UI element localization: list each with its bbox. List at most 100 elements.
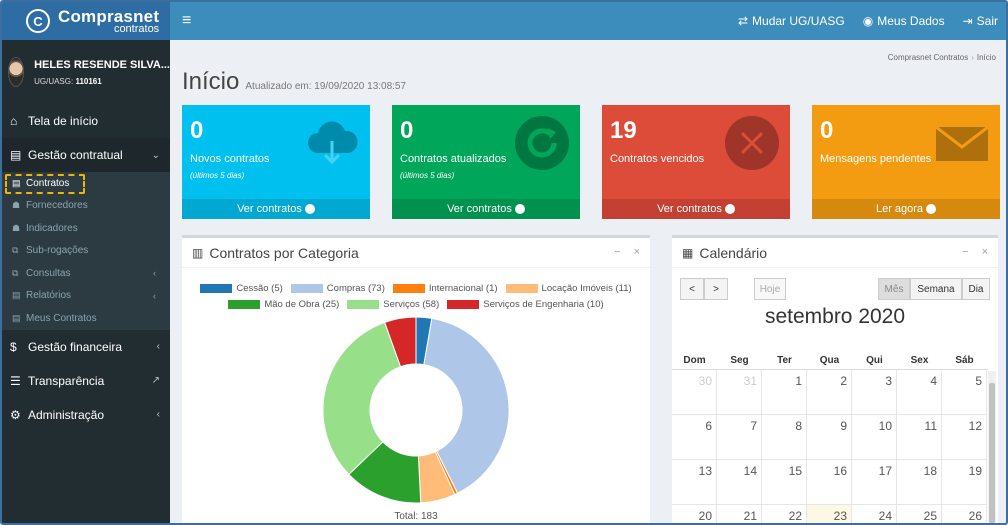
week-view-button[interactable]: Semana: [910, 278, 962, 300]
stat-value: 19: [610, 117, 637, 144]
sidebar-subitem-my-contracts[interactable]: ▤ Meus Contratos: [12, 312, 97, 324]
calendar-day-cell[interactable]: 3: [852, 370, 897, 415]
calendar-day-cell[interactable]: 5: [942, 370, 987, 415]
sidebar-item-financial-management[interactable]: $ Gestão financeira ‹: [10, 339, 160, 354]
calendar-day-cell[interactable]: 1: [762, 370, 807, 415]
sidebar-item-administration[interactable]: ⚙ Administração ‹: [10, 407, 160, 422]
legend-item[interactable]: Serviços (58): [347, 299, 439, 310]
stat-label: Contratos vencidos: [610, 153, 705, 165]
times-circle-icon: [725, 116, 779, 170]
calendar-scrollbar[interactable]: [988, 371, 996, 523]
calendar-day-cell[interactable]: 9: [807, 415, 852, 460]
breadcrumb-home[interactable]: Comprasnet Contratos: [887, 53, 969, 62]
sidebar: HELES RESENDE SILVA... UG/UASG: 110161 ⌂…: [2, 40, 170, 523]
calendar-day-cell[interactable]: 19: [942, 460, 987, 505]
calendar-day-cell[interactable]: 23: [807, 505, 852, 523]
uasg-label: UG/UASG:: [34, 76, 74, 86]
today-button[interactable]: Hoje: [754, 278, 786, 300]
calendar-day-cell[interactable]: 25: [897, 505, 942, 523]
read-now-link[interactable]: Ler agora ➜: [812, 199, 1000, 219]
stat-box-expired-contracts: 19 Contratos vencidos Ver contratos ➜: [602, 105, 790, 219]
calendar-day-cell[interactable]: 30: [672, 370, 717, 415]
day-view-button[interactable]: Dia: [962, 278, 990, 300]
weekday-header: Qua: [819, 355, 840, 366]
stat-value: 0: [190, 117, 204, 144]
calendar-day-cell[interactable]: 12: [942, 415, 987, 460]
calendar-day-cell[interactable]: 2: [807, 370, 852, 415]
donut-slice[interactable]: [322, 321, 402, 476]
sidebar-subitem-contracts[interactable]: ▤ Contratos: [12, 177, 70, 189]
stat-sublabel: (últimos 5 dias): [400, 171, 455, 180]
legend-label: Locação Imóveis (11): [541, 282, 632, 294]
next-month-button[interactable]: >: [704, 278, 728, 300]
calendar-day-cell[interactable]: 16: [807, 460, 852, 505]
calendar-week-row: 13 14 15 16 17 18 19: [672, 460, 988, 505]
hamburger-menu-icon[interactable]: ≡: [182, 12, 192, 29]
calendar-day-cell[interactable]: 13: [672, 460, 717, 505]
stat-box-updated-contracts: 0 Contratos atualizados (últimos 5 dias)…: [392, 105, 580, 219]
envelope-icon: [935, 125, 989, 161]
legend-item[interactable]: Compras (73): [290, 283, 385, 294]
user-panel: HELES RESENDE SILVA... UG/UASG: 110161: [2, 40, 170, 104]
calendar-day-cell[interactable]: 17: [852, 460, 897, 505]
donut-slice[interactable]: [423, 317, 510, 494]
calendar-day-cell[interactable]: 10: [852, 415, 897, 460]
updated-timestamp: Atualizado em: 19/09/2020 13:08:57: [245, 81, 407, 92]
sidebar-item-home[interactable]: ⌂ Tela de início: [10, 114, 99, 128]
legend-item[interactable]: Serviços de Engenharia (10): [447, 298, 604, 310]
logout-button[interactable]: ⇥ Sair: [962, 14, 998, 28]
view-contracts-link[interactable]: Ver contratos ➜: [602, 199, 790, 219]
sidebar-subitem-indicators[interactable]: ☗ Indicadores: [12, 222, 78, 234]
calendar-day-cell[interactable]: 21: [717, 505, 762, 523]
calendar-day-cell[interactable]: 18: [897, 460, 942, 505]
calendar-day-cell[interactable]: 26: [942, 505, 987, 523]
prev-month-button[interactable]: <: [680, 278, 704, 300]
calendar-day-cell[interactable]: 8: [762, 415, 807, 460]
sidebar-subitem-reports[interactable]: ▤ Relatórios ‹: [12, 290, 156, 302]
my-data-button[interactable]: ◉ Meus Dados: [862, 14, 945, 28]
legend-swatch: [290, 283, 323, 293]
calendar-day-cell[interactable]: 24: [852, 505, 897, 523]
sidebar-item-contract-management[interactable]: ▤ Gestão contratual ⌄: [2, 138, 170, 172]
calendar-day-cell[interactable]: 22: [762, 505, 807, 523]
chevron-left-icon: ‹: [156, 341, 160, 352]
sidebar-subitem-suppliers[interactable]: ☗ Fornecedores: [12, 200, 88, 212]
stat-sublabel: (últimos 5 dias): [190, 171, 245, 180]
view-contracts-link[interactable]: Ver contratos ➜: [182, 199, 370, 219]
calendar-day-cell[interactable]: 14: [717, 460, 762, 505]
file-text-icon: ▤: [12, 177, 21, 188]
change-ug-button[interactable]: ⇄ Mudar UG/UASG: [737, 14, 845, 28]
calendar-month-title: setembro 2020: [764, 305, 906, 328]
sidebar-subitem-subrogations[interactable]: ⧉ Sub-rogações: [12, 245, 89, 257]
sidebar-submenu: ▤ Contratos ☗ Fornecedores ☗ Indicadores…: [2, 172, 170, 330]
view-contracts-link[interactable]: Ver contratos ➜: [392, 199, 580, 219]
collapse-icon[interactable]: −: [962, 246, 969, 258]
legend-item[interactable]: Internacional (1): [392, 283, 498, 294]
sidebar-item-transparency[interactable]: ☰ Transparência ↗: [10, 373, 160, 388]
refresh-icon: [515, 116, 569, 170]
close-icon[interactable]: ×: [633, 246, 640, 258]
logo[interactable]: C Comprasnet contratos: [2, 2, 170, 40]
donut-slice[interactable]: [384, 316, 417, 368]
breadcrumb: Comprasnet Contratos › Início: [888, 53, 996, 62]
legend-item[interactable]: Mão de Obra (25): [228, 299, 339, 310]
month-view-button[interactable]: Mês: [878, 278, 910, 300]
weekday-header: Qui: [866, 355, 883, 366]
legend-item[interactable]: Locação Imóveis (11): [505, 282, 632, 294]
calendar-day-cell[interactable]: 4: [897, 370, 942, 415]
calendar-day-cell[interactable]: 11: [897, 415, 942, 460]
calendar-day-cell[interactable]: 31: [717, 370, 762, 415]
legend-item[interactable]: Cessão (5): [200, 283, 283, 294]
calendar-day-cell[interactable]: 6: [672, 415, 717, 460]
page-header: Início Atualizado em: 19/09/2020 13:08:5…: [182, 68, 406, 96]
stat-box-new-contracts: 0 Novos contratos (últimos 5 dias) Ver c…: [182, 105, 370, 219]
close-icon[interactable]: ×: [981, 246, 988, 258]
sidebar-subitem-queries[interactable]: ⧉ Consultas ‹: [12, 267, 156, 279]
legend-label: Serviços de Engenharia (10): [483, 298, 604, 310]
collapse-icon[interactable]: −: [614, 246, 621, 258]
main-content: Início Atualizado em: 19/09/2020 13:08:5…: [170, 40, 1006, 523]
calendar-day-cell[interactable]: 15: [762, 460, 807, 505]
calendar-day-cell[interactable]: 7: [717, 415, 762, 460]
calendar-day-cell[interactable]: 20: [672, 505, 717, 523]
bar-chart-icon: ▥: [192, 245, 204, 260]
